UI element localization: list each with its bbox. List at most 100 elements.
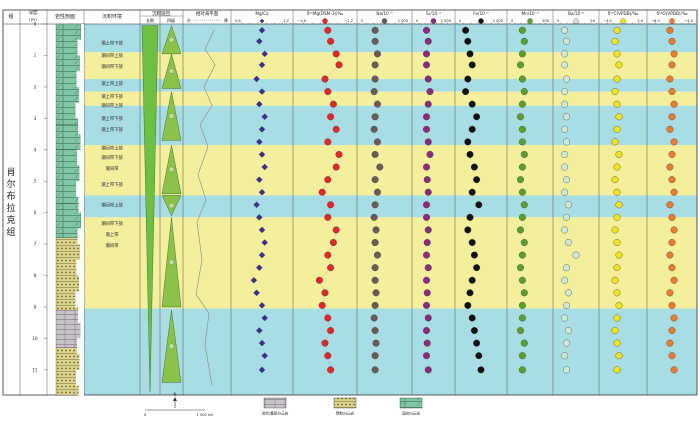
lithology-profile-notch: [79, 86, 84, 103]
lithology-profile-notch: [76, 369, 84, 386]
geochem-tick-high: 3.0: [637, 19, 643, 23]
lithology-profile-notch: [76, 71, 84, 87]
geochem-point: [424, 37, 432, 45]
geochem-point: [371, 239, 379, 246]
sea-level-curve: [195, 30, 216, 386]
header-environment: 沉积环境: [102, 13, 122, 20]
geochem-header-label: Ba/10⁻⁶: [568, 11, 584, 16]
geochem-point: [670, 276, 678, 284]
environment-label: 潮上带下部: [101, 181, 123, 188]
geochem-tick-high: 500: [542, 19, 550, 23]
geochem-point: [258, 88, 266, 95]
geochem-point: [518, 50, 526, 58]
formation-name-char: 肖: [6, 166, 15, 178]
geochem-header-marker: [430, 18, 437, 24]
geochem-point: [324, 88, 332, 96]
geochem-point: [258, 251, 266, 259]
cycle-marker: [168, 343, 175, 349]
geochem-point: [332, 163, 340, 171]
geochem-point: [518, 188, 526, 196]
environment-label: 潮间带上部: [101, 52, 123, 59]
geochem-point: [327, 37, 335, 45]
environment-label: 潮间带下部: [101, 63, 123, 70]
geochem-point: [668, 352, 676, 360]
geochem-point: [613, 314, 621, 322]
geochem-tick-high: 1 000: [398, 19, 409, 23]
lithology-profile-notch: [78, 306, 84, 323]
geochem-point: [613, 339, 621, 347]
geochem-point: [518, 213, 526, 221]
formation-name-char: 布: [6, 190, 15, 202]
geochem-point: [256, 138, 263, 146]
geochem-point: [670, 188, 678, 196]
legend-swatch: [263, 397, 287, 409]
geochem-point: [327, 201, 335, 209]
lithology-profile-notch: [79, 354, 84, 370]
environment-label: 潮间带上部: [101, 145, 123, 152]
geochem-tick-low: −3.0: [603, 19, 612, 23]
geochem-point: [423, 50, 430, 58]
geochem-point: [466, 151, 474, 158]
geochem-header-label: Na/10⁻⁶: [376, 11, 393, 16]
geochem-point: [321, 339, 329, 347]
geochem-point: [666, 75, 674, 83]
geochem-point: [423, 301, 430, 309]
geochem-point: [518, 366, 526, 374]
geochem-tick-high: −4.0: [684, 19, 693, 23]
geochem-point: [464, 301, 472, 309]
geochem-point: [372, 289, 380, 297]
geochem-tick-low: 0: [459, 19, 462, 23]
geochem-point: [520, 151, 528, 158]
geochem-point: [561, 100, 569, 108]
depth-tick-label: 4: [34, 147, 37, 152]
geochem-point: [561, 276, 569, 284]
geochem-point: [426, 88, 434, 96]
header-cycle-long: 长期: [146, 17, 154, 23]
geochem-point: [335, 61, 343, 69]
geochem-point: [520, 88, 528, 96]
environment-zone-band: [84, 195, 697, 218]
geochem-point: [371, 327, 379, 335]
geochem-point: [253, 201, 260, 208]
geochem-point: [370, 213, 378, 221]
geochem-point: [668, 301, 676, 309]
geochem-tick-low: 0: [361, 19, 364, 23]
geochem-point: [518, 26, 526, 34]
geochem-point: [520, 201, 528, 209]
geochem-point: [371, 26, 379, 34]
geochem-point: [613, 239, 621, 246]
geochem-point: [373, 50, 381, 58]
environment-label: 潮上带下部: [101, 115, 123, 122]
geochem-point: [613, 264, 621, 272]
geochem-point: [564, 327, 572, 335]
geochem-point: [423, 176, 431, 184]
formation-name-char: 克: [6, 215, 15, 226]
geochem-point: [423, 352, 430, 360]
geochem-point: [466, 289, 474, 297]
geochem-point: [373, 100, 381, 108]
geochem-point: [520, 239, 528, 246]
geochem-point: [370, 314, 378, 322]
geochem-header-marker: [381, 18, 388, 24]
geochem-point: [372, 226, 380, 234]
geochem-point: [611, 327, 619, 335]
geochem-point: [473, 264, 481, 272]
geochem-point: [321, 289, 329, 297]
geochem-point: [329, 100, 337, 108]
cycle-marker: [168, 202, 175, 209]
environment-zone-band: [84, 52, 697, 80]
geochem-point: [520, 339, 528, 347]
header-depth: 深度: [29, 9, 38, 16]
lithology-profile-notch: [80, 244, 84, 260]
geochem-point: [517, 264, 524, 272]
geochem-point: [256, 100, 263, 108]
geochem-point: [423, 213, 430, 221]
geochem-point: [473, 176, 481, 184]
geochem-point: [517, 113, 524, 121]
geochem-trend-line: [319, 30, 340, 370]
geochem-point: [473, 339, 481, 347]
geochem-point: [470, 163, 478, 171]
header-lithology: 岩性剖面: [55, 13, 75, 20]
geochem-point: [611, 176, 619, 184]
geochem-point: [370, 88, 378, 96]
